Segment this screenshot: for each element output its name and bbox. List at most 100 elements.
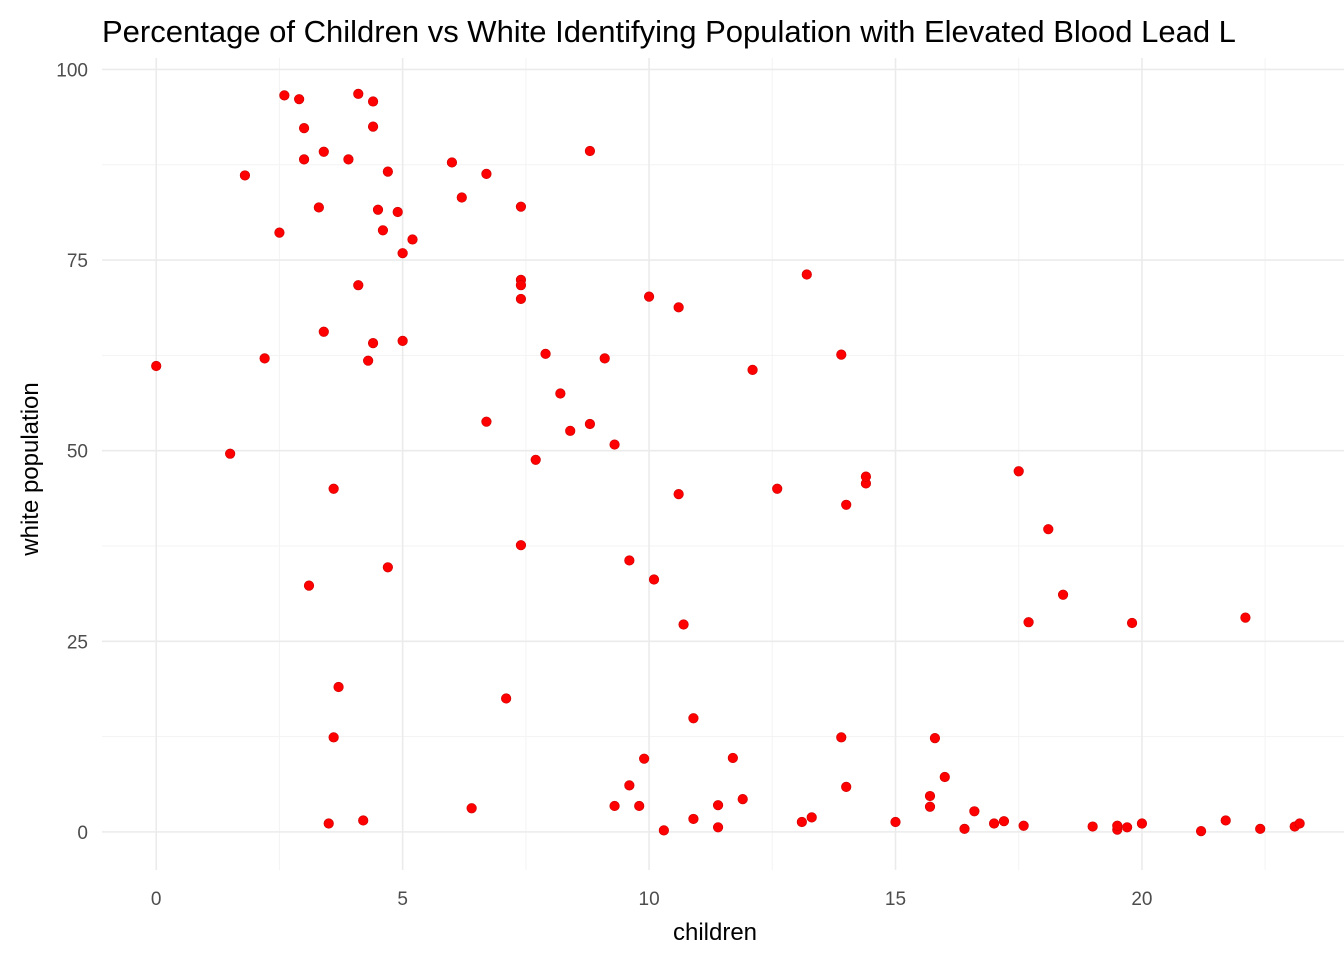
data-point	[624, 555, 635, 566]
data-point	[367, 121, 379, 132]
y-axis-title: white population	[17, 382, 44, 556]
data-point	[1018, 820, 1029, 831]
data-point	[515, 293, 527, 305]
data-point	[353, 280, 364, 291]
data-point	[515, 201, 527, 212]
data-point	[836, 732, 847, 743]
data-point	[565, 425, 576, 436]
data-point	[624, 780, 635, 791]
data-point	[796, 816, 807, 828]
data-points	[151, 88, 1305, 837]
data-point	[678, 619, 689, 630]
data-point	[643, 291, 655, 302]
data-point	[841, 499, 852, 510]
data-point	[688, 713, 699, 724]
y-tick-label: 50	[67, 442, 88, 463]
data-point	[584, 145, 596, 157]
data-point	[313, 202, 324, 213]
data-point	[382, 166, 393, 177]
data-point	[407, 234, 418, 245]
chart-title: Percentage of Children vs White Identify…	[102, 14, 1236, 49]
data-point	[998, 816, 1010, 827]
data-point	[929, 732, 941, 744]
data-point	[924, 801, 936, 812]
data-point	[540, 348, 551, 359]
data-point	[358, 815, 369, 826]
data-point	[860, 471, 872, 482]
data-point	[318, 146, 329, 157]
data-point	[343, 154, 354, 165]
data-point	[397, 248, 408, 259]
x-axis-title: children	[673, 919, 757, 946]
data-point	[599, 353, 610, 364]
gridlines	[102, 58, 1344, 870]
tick-labels: 0 5 10 15 20 0 25 50 75 100	[56, 60, 1152, 910]
y-tick-label: 0	[77, 823, 88, 844]
data-point	[1112, 820, 1123, 831]
data-point	[555, 388, 566, 399]
data-point	[609, 439, 620, 450]
data-point	[466, 803, 477, 814]
data-point	[259, 353, 270, 364]
data-point	[328, 732, 339, 743]
data-point	[328, 483, 339, 494]
data-point	[658, 825, 669, 836]
data-point	[584, 418, 596, 430]
data-point	[727, 752, 738, 764]
data-point	[1195, 826, 1207, 837]
data-point	[239, 170, 251, 181]
data-point	[1294, 818, 1305, 829]
data-point	[841, 781, 852, 792]
data-point	[530, 454, 541, 465]
y-tick-label: 75	[67, 251, 88, 272]
data-point	[323, 818, 334, 829]
data-point	[747, 364, 758, 375]
data-point	[1043, 524, 1054, 535]
data-point	[772, 483, 783, 494]
data-point	[1023, 617, 1034, 628]
data-point	[806, 812, 817, 823]
data-point	[294, 94, 305, 105]
data-point	[1087, 821, 1098, 832]
data-point	[673, 302, 684, 313]
data-point	[372, 204, 384, 215]
data-point	[274, 227, 285, 238]
data-point	[712, 822, 724, 833]
x-tick-label: 0	[151, 889, 162, 910]
data-point	[712, 800, 724, 811]
data-point	[333, 681, 344, 693]
data-point	[801, 269, 812, 280]
data-point	[969, 806, 980, 817]
data-point	[298, 154, 310, 165]
data-point	[481, 168, 492, 179]
data-point	[1122, 822, 1133, 833]
data-point	[939, 771, 950, 783]
data-point	[298, 123, 310, 134]
data-point	[367, 96, 379, 107]
data-point	[634, 800, 645, 812]
x-tick-label: 15	[885, 889, 906, 910]
data-point	[648, 574, 660, 585]
data-point	[363, 355, 374, 366]
data-point	[392, 206, 403, 218]
data-point	[456, 192, 467, 203]
data-point	[609, 800, 620, 812]
data-point	[688, 813, 699, 825]
data-point	[737, 793, 748, 805]
y-tick-label: 25	[67, 632, 88, 653]
data-point	[673, 489, 684, 500]
data-point	[1136, 818, 1148, 829]
data-point	[1240, 612, 1251, 623]
data-point	[382, 562, 393, 573]
data-point	[1126, 617, 1138, 629]
data-point	[377, 225, 389, 236]
data-point	[515, 280, 527, 291]
data-point	[501, 693, 512, 704]
data-point	[1255, 823, 1266, 834]
data-point	[836, 349, 847, 360]
data-point	[924, 790, 936, 802]
data-point	[279, 90, 290, 101]
data-point	[890, 816, 901, 828]
data-point	[446, 157, 458, 168]
